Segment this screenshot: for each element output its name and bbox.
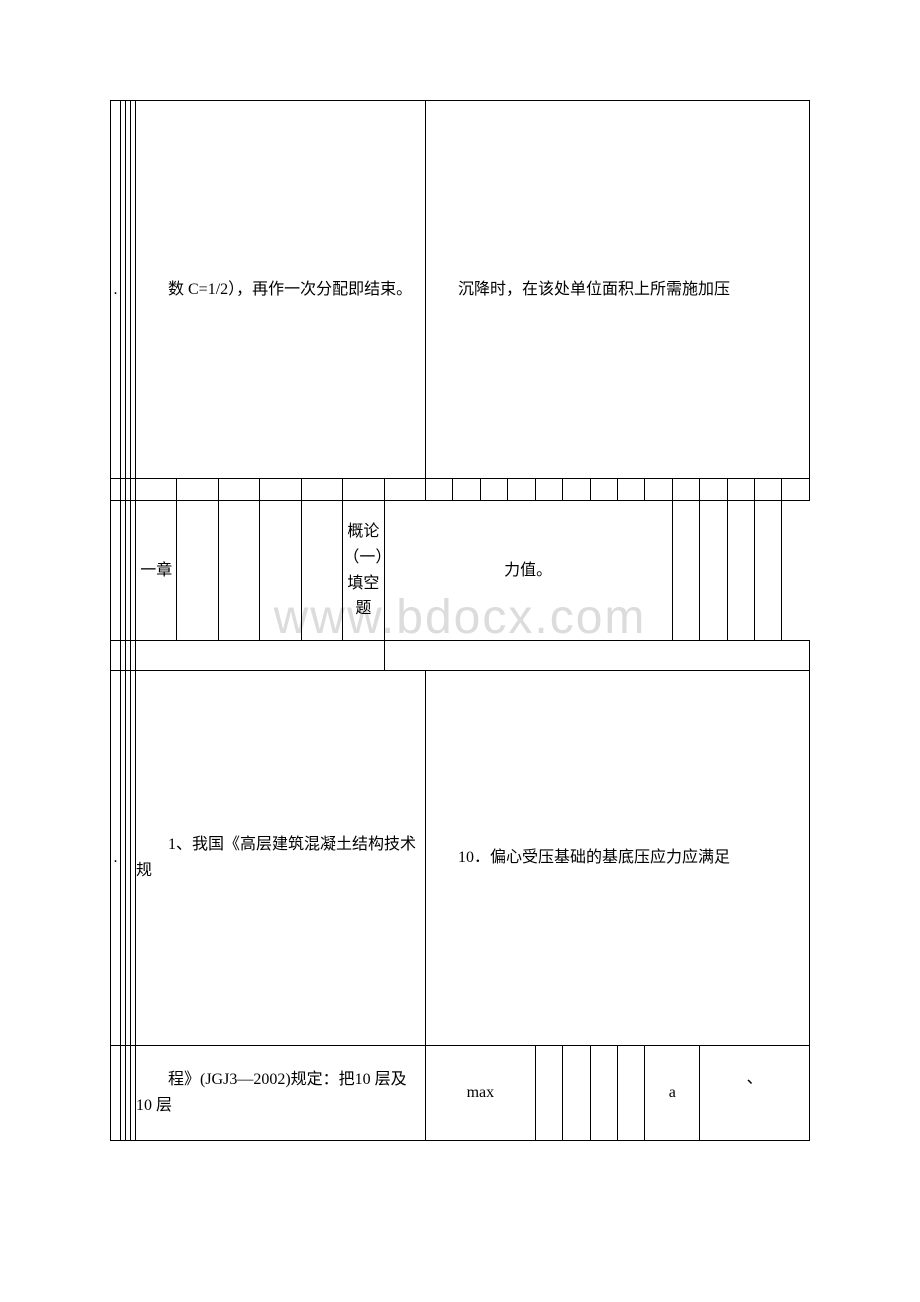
table-row [111, 641, 810, 671]
strip-cell [535, 479, 562, 501]
left-text-cell: 程》(JGJ3—2002)规定：把10 层及 10 层 [136, 1046, 426, 1141]
right-text-cell: 10．偏心受压基础的基底压应力应满足 [426, 671, 810, 1046]
strip-cell [384, 641, 809, 671]
table-row: . 数 C=1/2），再作一次分配即结束。 沉降时，在该处单位面积上所需施加压 [111, 101, 810, 479]
strip-cell [563, 1046, 590, 1141]
row-marker: . [111, 671, 121, 1046]
formula-cell-a: a [645, 1046, 700, 1141]
strip-cell [782, 479, 810, 501]
strip-cell [177, 501, 218, 641]
strip-cell [384, 479, 425, 501]
paragraph: 1、我国《高层建筑混凝土结构技术规 [136, 832, 425, 883]
strip-cell [755, 479, 782, 501]
strip-cell [672, 479, 699, 501]
document-page: . 数 C=1/2），再作一次分配即结束。 沉降时，在该处单位面积上所需施加压 … [110, 100, 810, 1141]
row-marker: . [111, 101, 121, 479]
strip-cell [480, 479, 507, 501]
section-title-cell: 概论（一）填空题 [343, 501, 384, 641]
strip-cell [727, 501, 754, 641]
strip-cell [218, 501, 259, 641]
strip-cell [136, 641, 385, 671]
strip-cell [111, 1046, 121, 1141]
strip-cell [700, 501, 727, 641]
right-text-cell: 力值。 [384, 501, 672, 641]
strip-cell [727, 479, 754, 501]
strip-cell [700, 479, 727, 501]
table-row: 一章 概论（一）填空题 力值。 [111, 501, 810, 641]
formula-cell-sep: 、 [700, 1046, 810, 1141]
strip-cell [177, 479, 218, 501]
strip-cell [590, 479, 617, 501]
strip-cell [111, 641, 121, 671]
strip-cell [645, 479, 672, 501]
main-table: . 数 C=1/2），再作一次分配即结束。 沉降时，在该处单位面积上所需施加压 … [110, 100, 810, 1141]
table-row: . 1、我国《高层建筑混凝土结构技术规 10．偏心受压基础的基底压应力应满足 [111, 671, 810, 1046]
strip-cell [111, 501, 121, 641]
strip-cell [617, 1046, 644, 1141]
paragraph: 程》(JGJ3—2002)规定：把10 层及 10 层 [136, 1067, 425, 1118]
strip-cell [535, 1046, 562, 1141]
right-text-cell: 沉降时，在该处单位面积上所需施加压 [426, 101, 810, 479]
table-row: 程》(JGJ3—2002)规定：把10 层及 10 层 max a 、 [111, 1046, 810, 1141]
strip-cell [426, 479, 453, 501]
strip-cell [453, 479, 480, 501]
strip-cell [343, 479, 384, 501]
paragraph: 10．偏心受压基础的基底压应力应满足 [426, 845, 809, 871]
strip-cell [301, 501, 342, 641]
strip-cell [755, 501, 782, 641]
strip-cell [260, 501, 301, 641]
strip-cell [260, 479, 301, 501]
table-row [111, 479, 810, 501]
formula-cell-max: max [426, 1046, 536, 1141]
strip-cell [617, 479, 644, 501]
strip-cell [672, 501, 699, 641]
strip-cell [218, 479, 259, 501]
left-text-cell: 数 C=1/2），再作一次分配即结束。 [136, 101, 426, 479]
strip-cell [508, 479, 535, 501]
strip-cell [301, 479, 342, 501]
paragraph: 数 C=1/2），再作一次分配即结束。 [136, 277, 425, 303]
strip-cell [563, 479, 590, 501]
strip-cell [136, 479, 177, 501]
chapter-label-cell: 一章 [136, 501, 177, 641]
strip-cell [111, 479, 121, 501]
paragraph: 沉降时，在该处单位面积上所需施加压 [426, 277, 809, 303]
left-text-cell: 1、我国《高层建筑混凝土结构技术规 [136, 671, 426, 1046]
strip-cell [590, 1046, 617, 1141]
